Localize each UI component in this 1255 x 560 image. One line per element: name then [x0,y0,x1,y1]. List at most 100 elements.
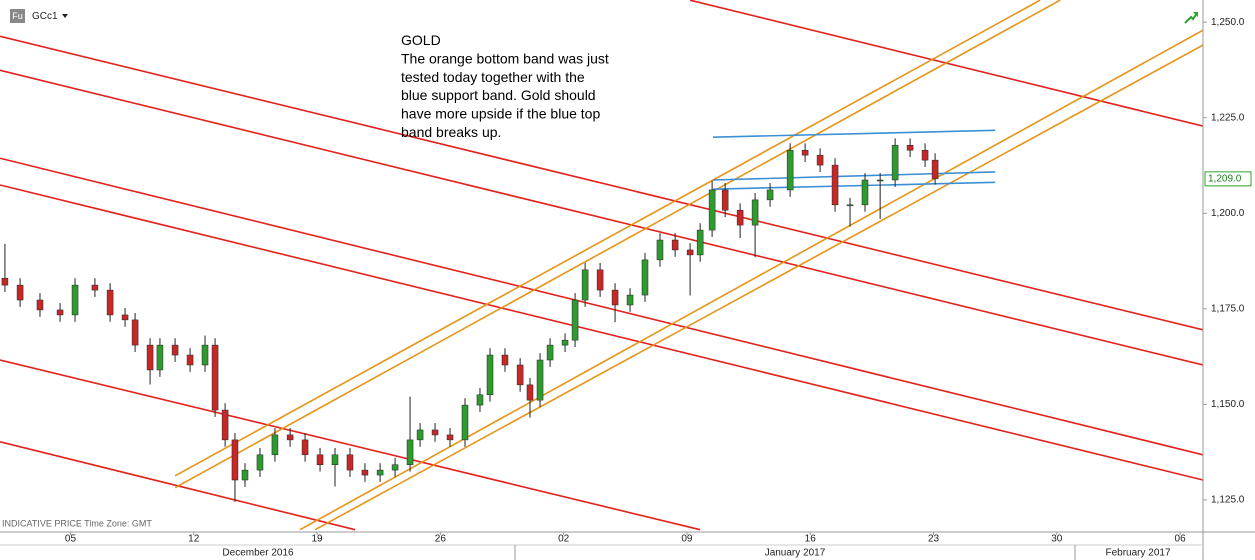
candle-body [571,299,579,341]
candle-body [241,469,249,481]
annotation-line: The orange bottom band was just [401,50,609,66]
trend-icon-head [1193,12,1198,17]
candle-body [501,354,509,366]
candle-body [416,429,424,441]
candle-body [316,454,324,465]
trendline [314,44,1203,531]
candle-body [831,164,839,206]
trendline [0,184,1203,481]
annotation-line: band breaks up. [401,124,501,140]
y-tick-label: 1,250.0 [1211,17,1245,28]
y-tick-label: 1,175.0 [1211,303,1245,314]
candle-body [931,159,939,180]
x-tick-label: 05 [65,534,77,545]
x-tick-label: 23 [928,534,940,545]
candle-body [71,284,79,316]
candle-body [121,314,129,321]
candle-body [596,269,604,291]
candle-body [708,189,716,231]
candle-body [201,344,209,366]
candle-body [546,344,554,361]
candle-body [91,284,99,291]
trend-icon-line [1184,12,1198,24]
trendline [174,0,1041,477]
dropdown-arrow[interactable] [62,14,68,18]
candle-body [876,179,884,182]
candle-body [446,434,454,441]
last-price-box [1204,171,1252,187]
x-tick-label: 26 [435,534,447,545]
trendline [712,181,996,190]
x-tick-label: 06 [1175,534,1187,545]
candle-body [786,149,794,191]
trendline [0,35,1203,331]
month-label: December 2016 [222,548,294,559]
candle-body [686,249,694,256]
candle-body [361,469,369,476]
x-tick-label: 19 [311,534,323,545]
candle-body [431,429,439,436]
candle-body [846,204,854,207]
candle-body [656,239,664,261]
candle-body [131,319,139,346]
trend-icon[interactable] [1184,12,1198,24]
candle-body [171,344,179,356]
candle-body [581,269,589,301]
candle-body [476,394,484,406]
candle-body [816,154,824,166]
annotation: GOLD The orange bottom band was just teste… [401,32,609,140]
month-label: February 2017 [1105,548,1170,559]
x-tick-label: 16 [805,534,817,545]
candle-body [526,384,534,401]
footer: INDICATIVE PRICE Time Zone: GMT [2,518,152,528]
candle-body [696,229,704,256]
candle-body [146,344,154,371]
candle-body [271,434,279,456]
candle-body [536,359,544,401]
candle-body [106,289,114,316]
candle-body [671,239,679,251]
candle-body [626,294,634,306]
candle-body [16,284,24,301]
y-tick-label: 1,200.0 [1211,208,1245,219]
x-tick-label: 30 [1051,534,1063,545]
candle-body [891,144,899,181]
candle-body [516,364,524,386]
candles [1,138,939,502]
candle-body [301,439,309,456]
x-tick-label: 12 [188,534,200,545]
y-tick-label: 1,150.0 [1211,399,1245,410]
trendlines [0,0,1203,531]
y-tick-label: 1,225.0 [1211,112,1245,123]
candle-body [461,404,469,441]
candle-body [641,259,649,296]
annotation-line: blue support band. Gold should [401,87,596,103]
trendline [712,129,996,139]
candle-body [766,189,774,201]
y-tick-label: 1,125.0 [1211,495,1245,506]
candle-body [406,439,414,465]
candle-body [561,339,569,346]
candle-body [346,454,354,471]
candle-body [256,454,264,471]
candle-body [376,469,384,476]
candle-body [156,344,164,371]
candle-body [906,144,914,151]
badge: Fu [12,11,23,21]
candle-body [1,277,9,286]
candle-body [721,189,729,211]
candle-body [56,309,64,316]
axes: 1,125.0 1,150.0 1,175.0 1,200.0 1,225.0 1,250… [65,17,1252,545]
trendline [0,359,701,531]
candle-body [36,299,44,311]
last-price-label: 1,209.0 [1208,174,1242,185]
candle-body [736,209,744,226]
annotation-line: have more upside if the blue top [401,106,600,122]
candle-body [331,454,339,465]
trendline [0,69,1203,366]
candle-body [801,149,809,156]
candle-body [391,464,399,471]
chart-title[interactable]: GCc1 [32,11,58,22]
candle-body [751,199,759,226]
